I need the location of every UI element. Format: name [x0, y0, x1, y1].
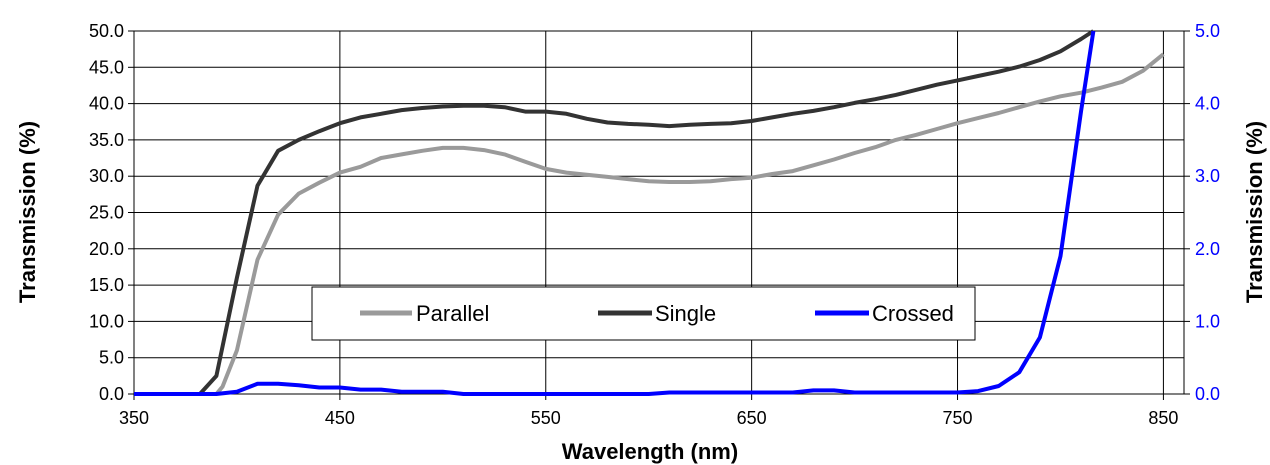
series-line-single — [198, 29, 1095, 396]
y-tick-label-left: 5.0 — [99, 348, 124, 368]
x-tick-label: 450 — [325, 408, 355, 428]
y-tick-label-left: 25.0 — [89, 203, 124, 223]
x-axis-title: Wavelength (nm) — [562, 439, 738, 464]
x-tick-label: 650 — [737, 408, 767, 428]
x-tick-label: 550 — [531, 408, 561, 428]
legend: Parallel Single Crossed — [311, 286, 976, 341]
y-tick-label-right: 1.0 — [1195, 311, 1220, 331]
x-tick-label: 350 — [119, 408, 149, 428]
y-tick-label-left: 15.0 — [89, 275, 124, 295]
y-axis-title-right: Transmission (%) — [1242, 121, 1267, 303]
y-tick-label-left: 30.0 — [89, 166, 124, 186]
series-layer — [134, 29, 1165, 396]
x-tick-label: 850 — [1148, 408, 1178, 428]
axes: 350 450 550 650 750 850 0.0 5.0 10.0 15.0 20.0 25.0… — [89, 21, 1220, 428]
legend-label-single: Single — [655, 301, 716, 326]
series-line-parallel — [214, 52, 1165, 396]
series-line-crossed — [134, 30, 1096, 396]
y-tick-label-right: 5.0 — [1195, 21, 1220, 41]
y-tick-label-left: 50.0 — [89, 21, 124, 41]
y-tick-label-left: 45.0 — [89, 57, 124, 77]
y-tick-label-left: 35.0 — [89, 130, 124, 150]
y-tick-label-left: 0.0 — [99, 384, 124, 404]
legend-label-parallel: Parallel — [416, 301, 489, 326]
y-tick-label-left: 10.0 — [89, 311, 124, 331]
x-tick-label: 750 — [943, 408, 973, 428]
y-tick-label-right: 4.0 — [1195, 94, 1220, 114]
y-tick-label-right: 0.0 — [1195, 384, 1220, 404]
y-tick-label-left: 20.0 — [89, 239, 124, 259]
y-tick-label-right: 2.0 — [1195, 239, 1220, 259]
legend-label-crossed: Crossed — [872, 301, 954, 326]
y-axis-title-left: Transmission (%) — [15, 121, 40, 303]
y-tick-label-right: 3.0 — [1195, 166, 1220, 186]
y-tick-label-left: 40.0 — [89, 94, 124, 114]
